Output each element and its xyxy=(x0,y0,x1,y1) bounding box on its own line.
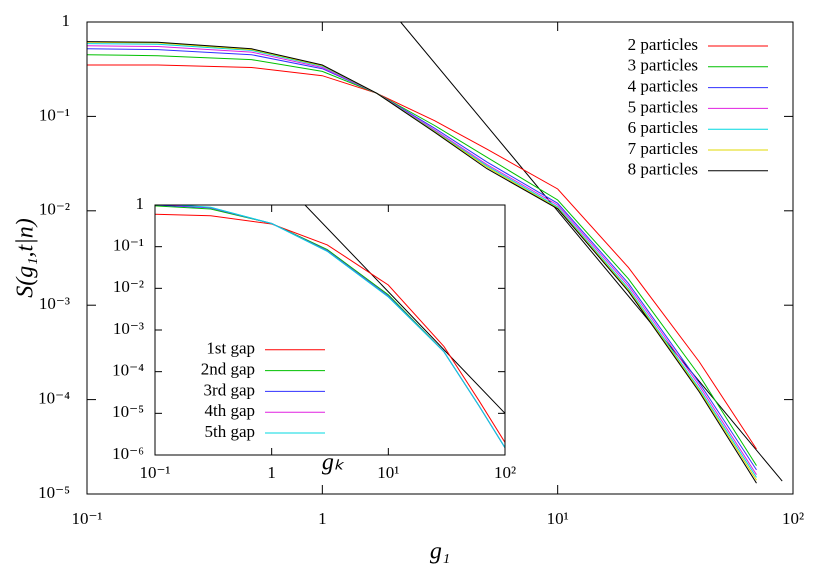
x-tick-label: 1 xyxy=(267,463,276,482)
legend-label: 6 particles xyxy=(628,118,698,137)
y-tick-label: 10⁻⁴ xyxy=(38,389,70,408)
x-tick-label: 10⁻¹ xyxy=(139,463,170,482)
legend-label: 2 particles xyxy=(628,35,698,54)
x-tick-label: 10² xyxy=(494,463,516,482)
x-axis-title: g₁ xyxy=(430,539,450,565)
y-tick-label: 10⁻⁵ xyxy=(112,402,144,421)
legend-label: 3rd gap xyxy=(204,380,255,399)
series-line xyxy=(87,54,757,466)
series-line xyxy=(87,48,757,471)
legend-label: 7 particles xyxy=(628,139,698,158)
legend-label: 2nd gap xyxy=(201,360,255,379)
series-line xyxy=(168,205,505,448)
reference-line xyxy=(400,22,783,482)
y-tick-label: 1 xyxy=(62,11,71,30)
x-tick-label: 10¹ xyxy=(377,463,399,482)
y-tick-label: 10⁻⁵ xyxy=(38,483,70,502)
x-axis-title: gₖ xyxy=(322,450,345,476)
plot-area xyxy=(87,22,783,484)
y-tick-label: 10⁻¹ xyxy=(113,236,144,255)
y-tick-label: 10⁻¹ xyxy=(39,105,70,124)
legend-label: 4 particles xyxy=(628,77,698,96)
y-tick-label: 10⁻³ xyxy=(39,294,70,313)
y-tick-label: 10⁻² xyxy=(113,277,144,296)
series-line xyxy=(87,43,757,478)
series-line xyxy=(155,213,505,443)
plot-frame xyxy=(86,21,794,495)
x-tick-label: 1 xyxy=(318,509,327,528)
x-tick-label: 10⁻¹ xyxy=(71,509,102,528)
series-line xyxy=(87,45,757,475)
y-tick-label: 1 xyxy=(136,194,145,213)
legend-label: 8 particles xyxy=(628,160,698,179)
y-axis-title: S(g₁,t|n) xyxy=(13,218,39,298)
legend-label: 1st gap xyxy=(206,339,255,358)
legend-label: 5th gap xyxy=(204,422,255,441)
legend-label: 3 particles xyxy=(628,56,698,75)
legend-label: 4th gap xyxy=(204,401,255,420)
y-tick-label: 10⁻³ xyxy=(113,319,144,338)
series-line xyxy=(87,41,757,484)
legend-label: 5 particles xyxy=(628,97,698,116)
x-tick-label: 10² xyxy=(782,509,804,528)
reference-line xyxy=(304,205,505,414)
series-line xyxy=(87,64,757,450)
plot-area xyxy=(155,205,505,448)
y-tick-label: 10⁻⁴ xyxy=(112,361,144,380)
y-tick-label: 10⁻² xyxy=(39,200,70,219)
x-tick-label: 10¹ xyxy=(547,509,569,528)
y-tick-label: 10⁻⁶ xyxy=(112,444,144,463)
